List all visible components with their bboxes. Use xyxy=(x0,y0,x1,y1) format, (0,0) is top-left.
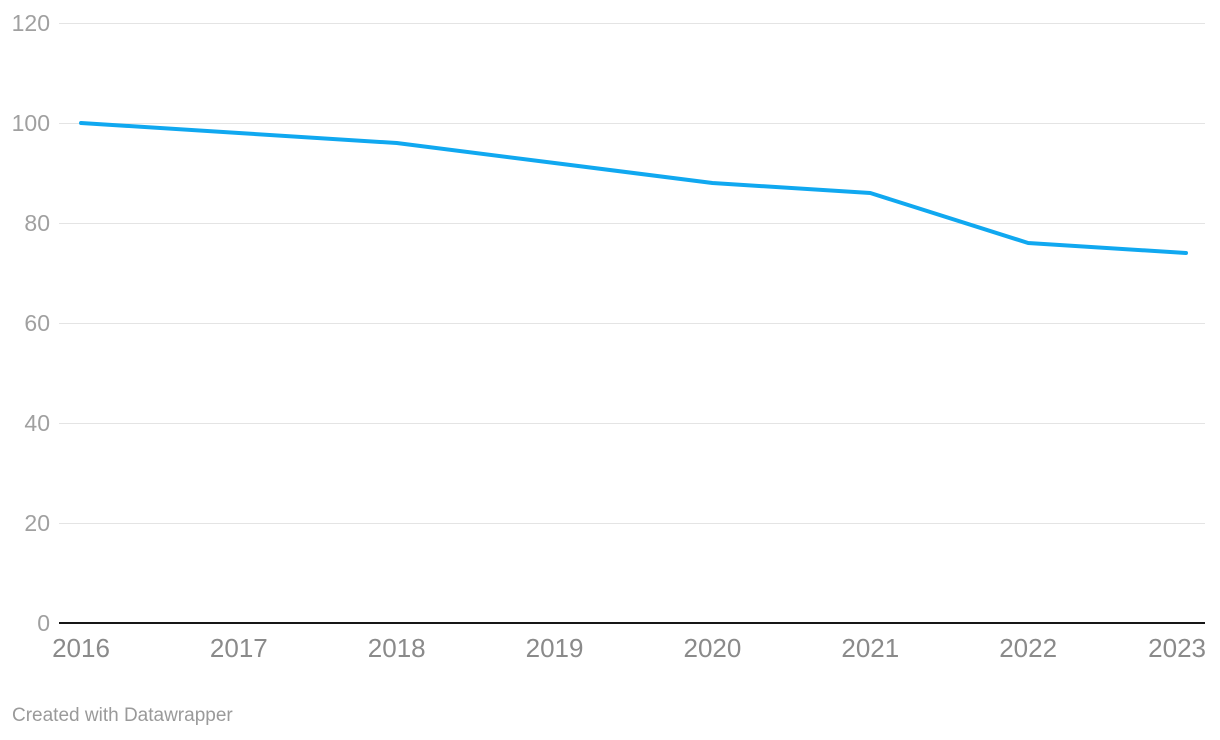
x-tick-label: 2020 xyxy=(684,633,742,663)
y-tick-label: 100 xyxy=(12,110,50,136)
x-tick-label: 2022 xyxy=(999,633,1057,663)
y-tick-label: 40 xyxy=(24,410,50,436)
y-tick-label: 120 xyxy=(12,10,50,36)
x-tick-label: 2021 xyxy=(841,633,899,663)
x-tick-label: 2019 xyxy=(526,633,584,663)
y-tick-label: 80 xyxy=(24,210,50,236)
x-tick-label: 2017 xyxy=(210,633,268,663)
datawrapper-attribution-link[interactable]: Created with Datawrapper xyxy=(12,705,233,726)
x-tick-label: 2018 xyxy=(368,633,426,663)
y-tick-label: 0 xyxy=(37,610,50,636)
y-axis-tick-labels: 0 20 40 60 80 100 120 xyxy=(12,10,50,636)
data-line xyxy=(79,121,1188,255)
y-tick-label: 60 xyxy=(24,310,50,336)
x-axis-tick-labels: 2016 2017 2018 2019 2020 2021 2022 2023 xyxy=(52,633,1206,663)
x-tick-label: 2023 xyxy=(1148,633,1206,663)
x-tick-label: 2016 xyxy=(52,633,110,663)
gridlines xyxy=(59,23,1205,524)
y-tick-label: 20 xyxy=(24,510,50,536)
